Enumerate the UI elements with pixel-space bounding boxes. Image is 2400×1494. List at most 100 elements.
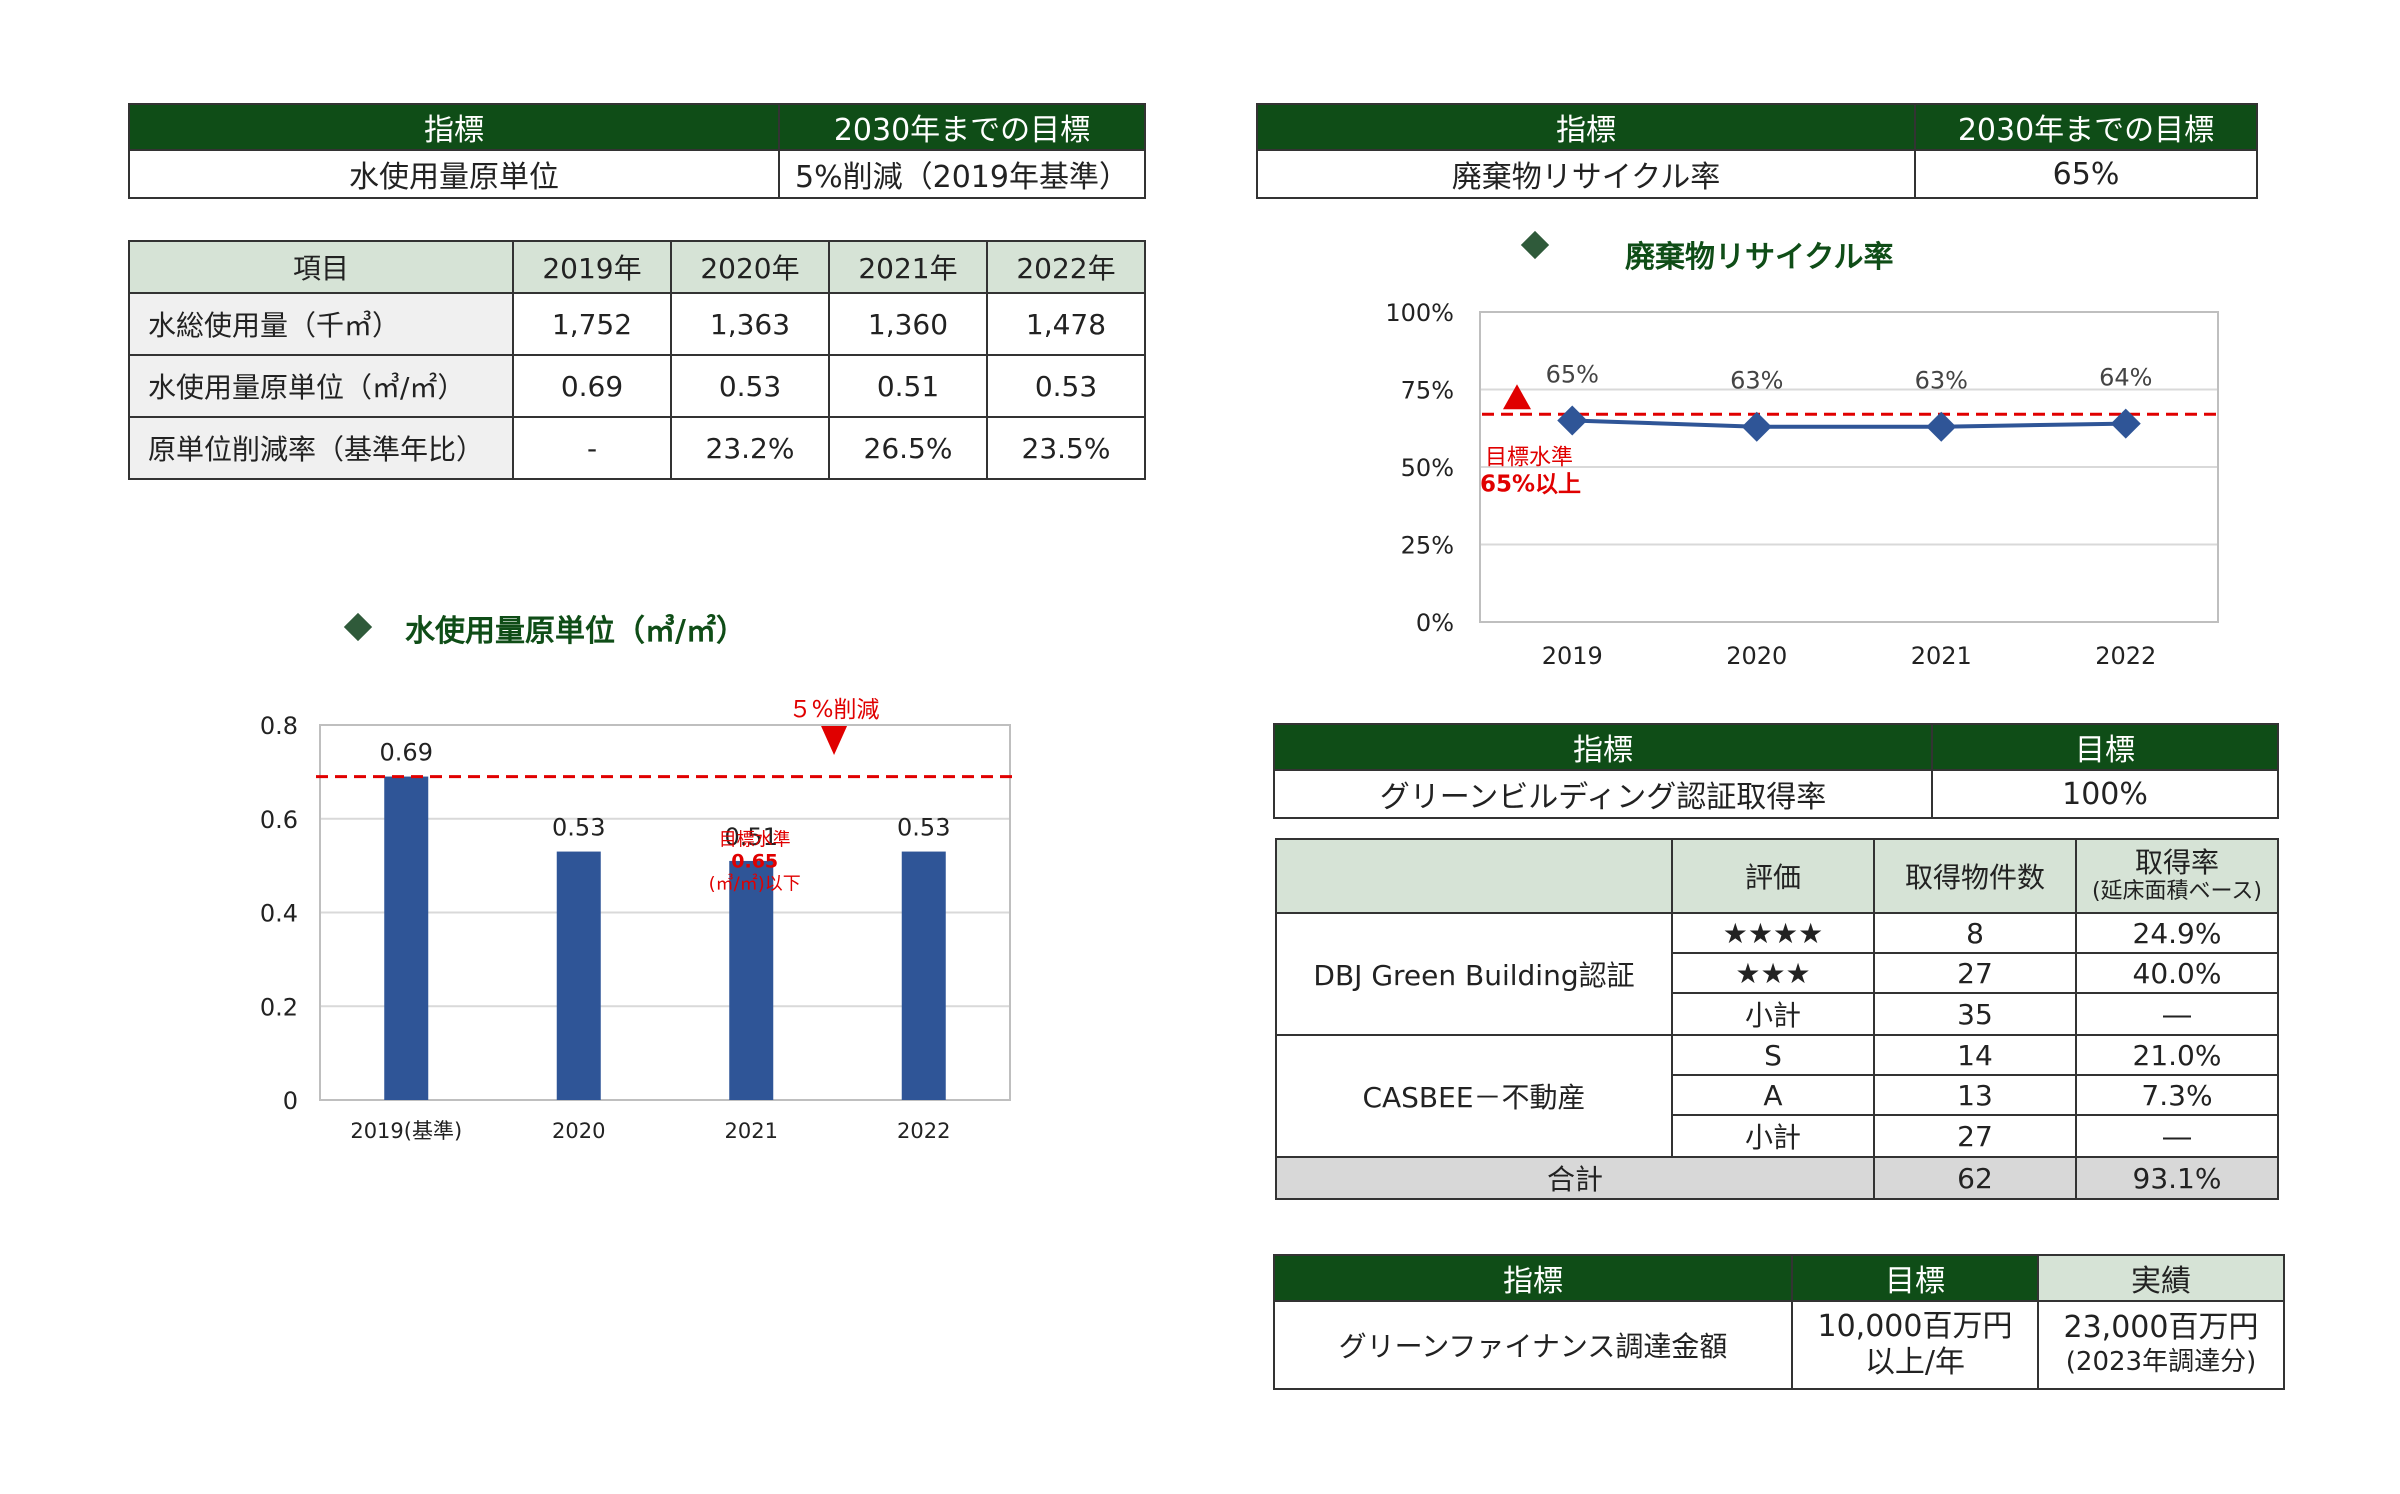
water-chart-title: 水使用量原単位（㎥/㎡） xyxy=(405,614,746,649)
finance-table: 指標 目標 実績 グリーンファイナンス調達金額 10,000百万円 以上/年 2… xyxy=(1273,1254,2285,1390)
total-rate: 93.1% xyxy=(2075,1156,2279,1200)
finance-actual-note: (2023年調達分) xyxy=(2065,1347,2257,1377)
water-data-table: 項目 2019年 2020年 2021年 2022年 水総使用量（千㎥） 1,7… xyxy=(128,240,1146,480)
y-tick-label: 75% xyxy=(1401,377,1454,405)
finance-actual-amount: 23,000百万円 xyxy=(2063,1310,2259,1345)
x-tick-label: 2019(基準) xyxy=(350,1119,462,1143)
target-level-value: 0.65 xyxy=(731,850,778,872)
data-label: 0.53 xyxy=(897,814,950,842)
cell: 40.0% xyxy=(2075,952,2279,994)
data-point-marker xyxy=(1741,411,1772,442)
y-tick-label: 0.2 xyxy=(260,993,298,1021)
data-label: 0.69 xyxy=(380,739,433,767)
table-row: 小計 27 ― xyxy=(1276,1114,2279,1158)
cell: S xyxy=(1671,1034,1875,1076)
table-row: 水総使用量（千㎥） 1,752 1,363 1,360 1,478 xyxy=(128,292,1146,356)
cell: 小計 xyxy=(1671,992,1875,1036)
cell: 23.2% xyxy=(670,416,830,480)
cell: 21.0% xyxy=(2075,1034,2279,1076)
data-label: 64% xyxy=(2099,364,2152,392)
data-label: 0.51 xyxy=(725,823,778,851)
green-target-table: 指標 目標 グリーンビルディング認証取得率 100% xyxy=(1273,723,2279,819)
col-2019: 2019年 xyxy=(512,240,672,294)
bar xyxy=(384,776,429,1100)
target-level-unit: (㎥/㎡)以下 xyxy=(709,872,801,894)
x-tick-label: 2019 xyxy=(1542,642,1603,670)
total-row: 合計 62 93.1% xyxy=(1275,1156,2279,1200)
total-count: 62 xyxy=(1873,1156,2077,1200)
header-indicator: 指標 xyxy=(1256,103,1916,151)
header-rate-sub: (延床面積ベース) xyxy=(2091,879,2263,904)
certification-table: 評価 取得物件数 取得率 (延床面積ベース) DBJ Green Buildin… xyxy=(1275,838,2279,1200)
col-2022: 2022年 xyxy=(986,240,1146,294)
col-item: 項目 xyxy=(128,240,514,294)
cell: 1,363 xyxy=(670,292,830,356)
bar xyxy=(729,860,774,1100)
cell: 8 xyxy=(1873,912,2077,954)
header-rate-label: 取得率 xyxy=(2134,846,2219,879)
target-level-value: 65%以上 xyxy=(1480,471,1581,497)
cell: - xyxy=(512,416,672,480)
cell: 7.3% xyxy=(2075,1074,2279,1116)
water-target-table: 指標 2030年までの目標 水使用量原単位 5%削減（2019年基準） xyxy=(128,103,1146,199)
x-tick-label: 2022 xyxy=(2095,642,2156,670)
header-actual: 実績 xyxy=(2037,1254,2285,1302)
data-label: 63% xyxy=(1915,367,1968,395)
group-casbee: CASBEE－不動産 xyxy=(1275,1034,1673,1158)
y-tick-label: 50% xyxy=(1401,454,1454,482)
data-label: 65% xyxy=(1546,361,1599,389)
table-row: 小計 35 ― xyxy=(1276,992,2279,1036)
cell: ★★★ xyxy=(1671,952,1875,994)
indicator-green-finance: グリーンファイナンス調達金額 xyxy=(1273,1300,1793,1390)
waste-target-value: 65% xyxy=(1914,149,2258,199)
cell: 27 xyxy=(1873,1114,2077,1158)
x-tick-label: 2022 xyxy=(897,1119,950,1143)
cell: 26.5% xyxy=(828,416,988,480)
cell: 0.53 xyxy=(670,354,830,418)
cell: A xyxy=(1671,1074,1875,1116)
indicator-water-intensity: 水使用量原単位 xyxy=(128,149,780,199)
data-label: 63% xyxy=(1730,367,1783,395)
row-label: 水使用量原単位（㎥/㎡） xyxy=(128,354,514,418)
header-rate: 取得率 (延床面積ベース) xyxy=(2075,838,2279,914)
data-label: 0.53 xyxy=(552,814,605,842)
cell: 小計 xyxy=(1671,1114,1875,1158)
cell: 0.69 xyxy=(512,354,672,418)
header-target: 目標 xyxy=(1791,1254,2039,1302)
total-label: 合計 xyxy=(1275,1156,1875,1200)
cell: ― xyxy=(2075,992,2279,1036)
cell: 1,752 xyxy=(512,292,672,356)
table-row: 原単位削減率（基準年比） - 23.2% 26.5% 23.5% xyxy=(128,416,1146,480)
indicator-green-building: グリーンビルディング認証取得率 xyxy=(1273,769,1933,819)
y-tick-label: 100% xyxy=(1385,299,1454,327)
col-2020: 2020年 xyxy=(670,240,830,294)
header-target: 目標 xyxy=(1931,723,2279,771)
header-rating: 評価 xyxy=(1671,838,1875,914)
waste-line-chart: 0% 25% 50% 75% 100% 65% 2019 63% 2020 63% 2021 64% 2… xyxy=(1385,299,2219,670)
waste-target-table: 指標 2030年までの目標 廃棄物リサイクル率 65% xyxy=(1256,103,2258,199)
bar xyxy=(556,851,601,1100)
green-target-value: 100% xyxy=(1931,769,2279,819)
down-triangle-icon xyxy=(821,726,848,755)
header-2030-target: 2030年までの目標 xyxy=(778,103,1146,151)
finance-target: 10,000百万円 以上/年 xyxy=(1791,1300,2039,1390)
finance-target-amount: 10,000百万円 xyxy=(1817,1309,2013,1344)
header-indicator: 指標 xyxy=(128,103,780,151)
indicator-waste-recycle: 廃棄物リサイクル率 xyxy=(1256,149,1916,199)
y-tick-label: 0.8 xyxy=(260,712,298,740)
header-indicator: 指標 xyxy=(1273,1254,1793,1302)
y-tick-label: 0% xyxy=(1416,609,1454,637)
up-triangle-icon xyxy=(1503,384,1531,410)
cell: 13 xyxy=(1873,1074,2077,1116)
target-annotation: ５%削減 xyxy=(789,697,880,723)
cell: 0.53 xyxy=(986,354,1146,418)
table-row: 水使用量原単位（㎥/㎡） 0.69 0.53 0.51 0.53 xyxy=(128,354,1146,418)
water-target-value: 5%削減（2019年基準） xyxy=(778,149,1146,199)
cell: 24.9% xyxy=(2075,912,2279,954)
target-level-label: 目標水準 xyxy=(1485,445,1573,470)
finance-target-unit: 以上/年 xyxy=(1864,1345,1966,1380)
diamond-bullet-icon xyxy=(343,612,373,642)
plot-area-border xyxy=(1479,311,2219,623)
header-2030-target: 2030年までの目標 xyxy=(1914,103,2258,151)
cell: 1,360 xyxy=(828,292,988,356)
